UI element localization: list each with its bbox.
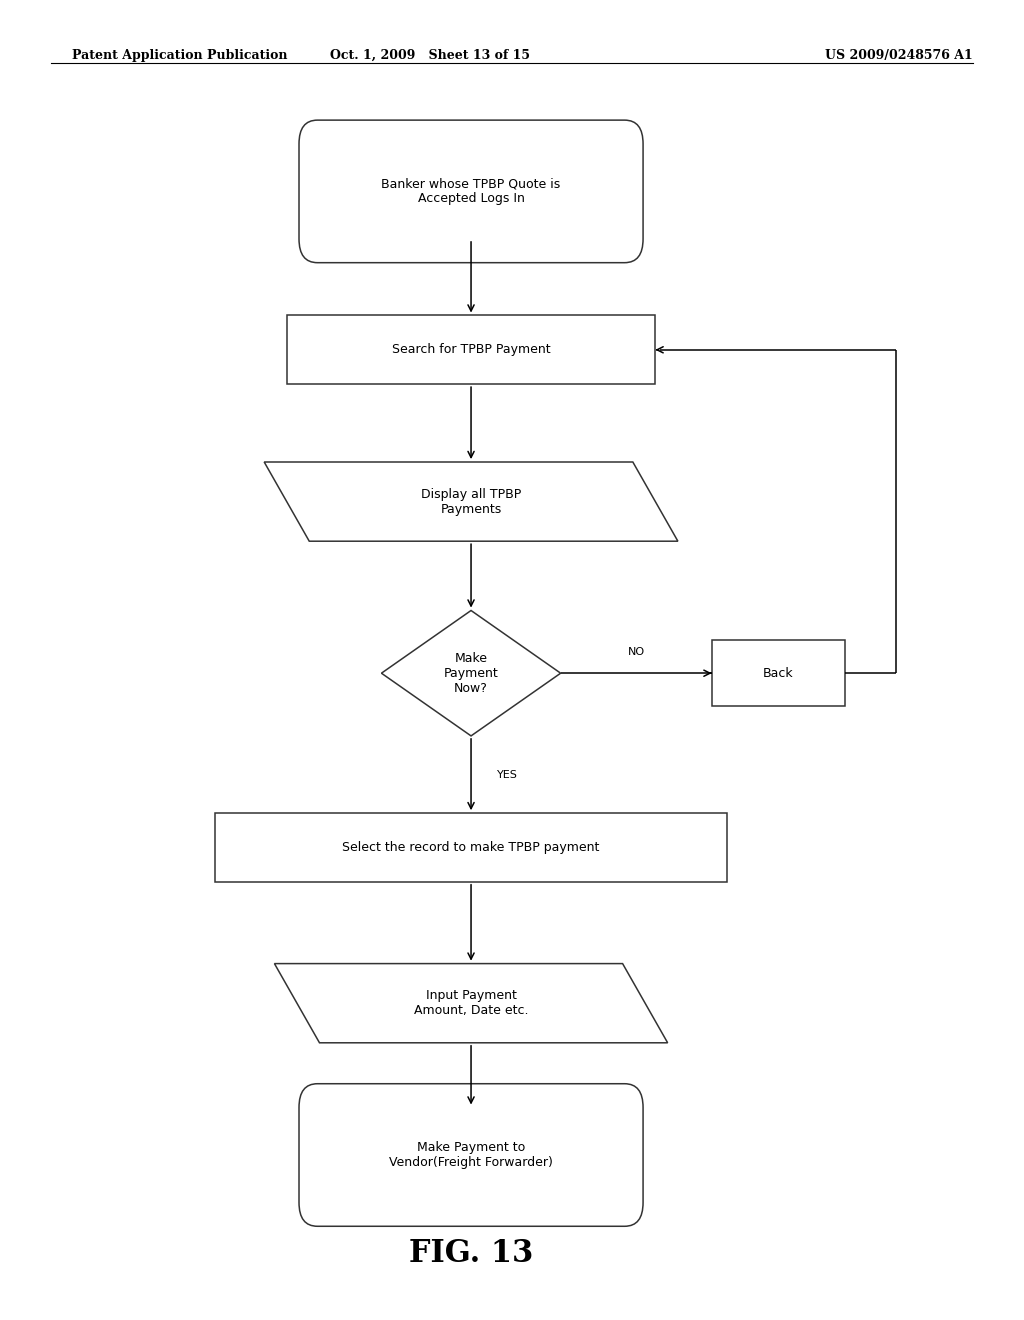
Text: US 2009/0248576 A1: US 2009/0248576 A1 xyxy=(825,49,973,62)
Text: Select the record to make TPBP payment: Select the record to make TPBP payment xyxy=(342,841,600,854)
Polygon shape xyxy=(274,964,668,1043)
Polygon shape xyxy=(382,610,561,737)
Text: Make Payment to
Vendor(Freight Forwarder): Make Payment to Vendor(Freight Forwarder… xyxy=(389,1140,553,1170)
Polygon shape xyxy=(264,462,678,541)
Text: Input Payment
Amount, Date etc.: Input Payment Amount, Date etc. xyxy=(414,989,528,1018)
FancyBboxPatch shape xyxy=(299,1084,643,1226)
Text: Back: Back xyxy=(763,667,794,680)
Text: Banker whose TPBP Quote is
Accepted Logs In: Banker whose TPBP Quote is Accepted Logs… xyxy=(381,177,561,206)
Text: Display all TPBP
Payments: Display all TPBP Payments xyxy=(421,487,521,516)
Text: NO: NO xyxy=(628,647,645,657)
Bar xyxy=(712,640,845,706)
Text: Oct. 1, 2009   Sheet 13 of 15: Oct. 1, 2009 Sheet 13 of 15 xyxy=(330,49,530,62)
FancyBboxPatch shape xyxy=(299,120,643,263)
Text: Make
Payment
Now?: Make Payment Now? xyxy=(443,652,499,694)
Bar xyxy=(215,813,727,882)
Text: Patent Application Publication: Patent Application Publication xyxy=(72,49,287,62)
Text: Search for TPBP Payment: Search for TPBP Payment xyxy=(392,343,550,356)
Bar xyxy=(287,315,655,384)
Text: YES: YES xyxy=(497,770,517,780)
Text: FIG. 13: FIG. 13 xyxy=(409,1238,534,1270)
